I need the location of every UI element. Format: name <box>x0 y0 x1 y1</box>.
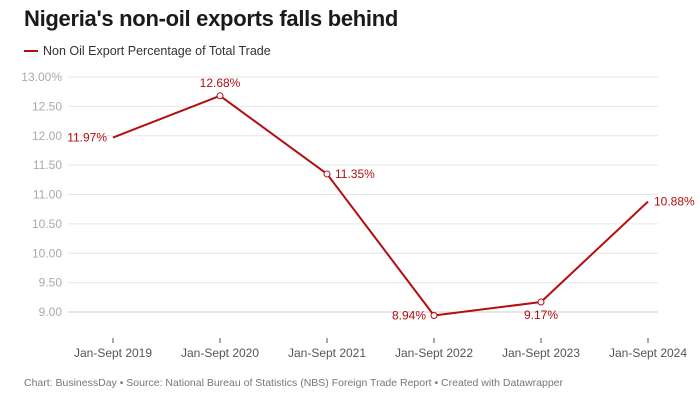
x-tick-label: Jan-Sept 2022 <box>395 346 473 360</box>
legend: Non Oil Export Percentage of Total Trade <box>24 44 271 58</box>
y-tick-label: 11.00 <box>33 188 62 202</box>
data-point <box>216 92 224 100</box>
data-label: 12.68% <box>200 76 241 90</box>
x-tick-label: Jan-Sept 2023 <box>502 346 580 360</box>
data-point <box>430 312 438 320</box>
data-point <box>537 298 545 306</box>
x-tick-label: Jan-Sept 2021 <box>288 346 366 360</box>
data-label: 11.35% <box>335 167 375 181</box>
x-tick-label: Jan-Sept 2019 <box>74 346 152 360</box>
y-tick-label: 10.00 <box>32 246 62 260</box>
legend-swatch <box>24 50 38 52</box>
footer-credits: Chart: BusinessDay • Source: National Bu… <box>24 377 564 389</box>
x-tick-label: Jan-Sept 2024 <box>609 346 687 360</box>
data-label: 8.94% <box>392 309 426 323</box>
data-label: 10.88% <box>654 195 695 209</box>
y-tick-label: 11.50 <box>33 158 62 172</box>
y-tick-label: 12.50 <box>32 99 62 113</box>
legend-label: Non Oil Export Percentage of Total Trade <box>43 44 271 58</box>
data-label: 9.17% <box>524 308 558 322</box>
y-tick-label: 13.00% <box>21 70 62 84</box>
y-tick-label: 12.00 <box>32 129 62 143</box>
data-point <box>323 170 331 178</box>
data-label: 11.97% <box>67 131 107 145</box>
y-tick-label: 10.50 <box>32 217 62 231</box>
y-tick-label: 9.50 <box>39 276 63 290</box>
y-tick-label: 9.00 <box>39 305 63 319</box>
x-tick-label: Jan-Sept 2020 <box>181 346 259 360</box>
chart-title: Nigeria's non-oil exports falls behind <box>24 6 398 31</box>
series-line <box>112 94 649 317</box>
